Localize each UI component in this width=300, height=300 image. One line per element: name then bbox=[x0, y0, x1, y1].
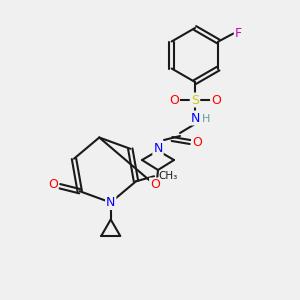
Text: N: N bbox=[106, 196, 116, 209]
Text: H: H bbox=[202, 114, 210, 124]
Text: N: N bbox=[153, 142, 163, 154]
Text: CH₃: CH₃ bbox=[158, 171, 177, 181]
Text: S: S bbox=[191, 94, 199, 106]
Text: O: O bbox=[169, 94, 179, 106]
Text: O: O bbox=[211, 94, 221, 106]
Text: N: N bbox=[190, 112, 200, 124]
Text: F: F bbox=[235, 27, 242, 40]
Text: O: O bbox=[150, 178, 160, 191]
Text: O: O bbox=[48, 178, 58, 191]
Text: O: O bbox=[192, 136, 202, 148]
